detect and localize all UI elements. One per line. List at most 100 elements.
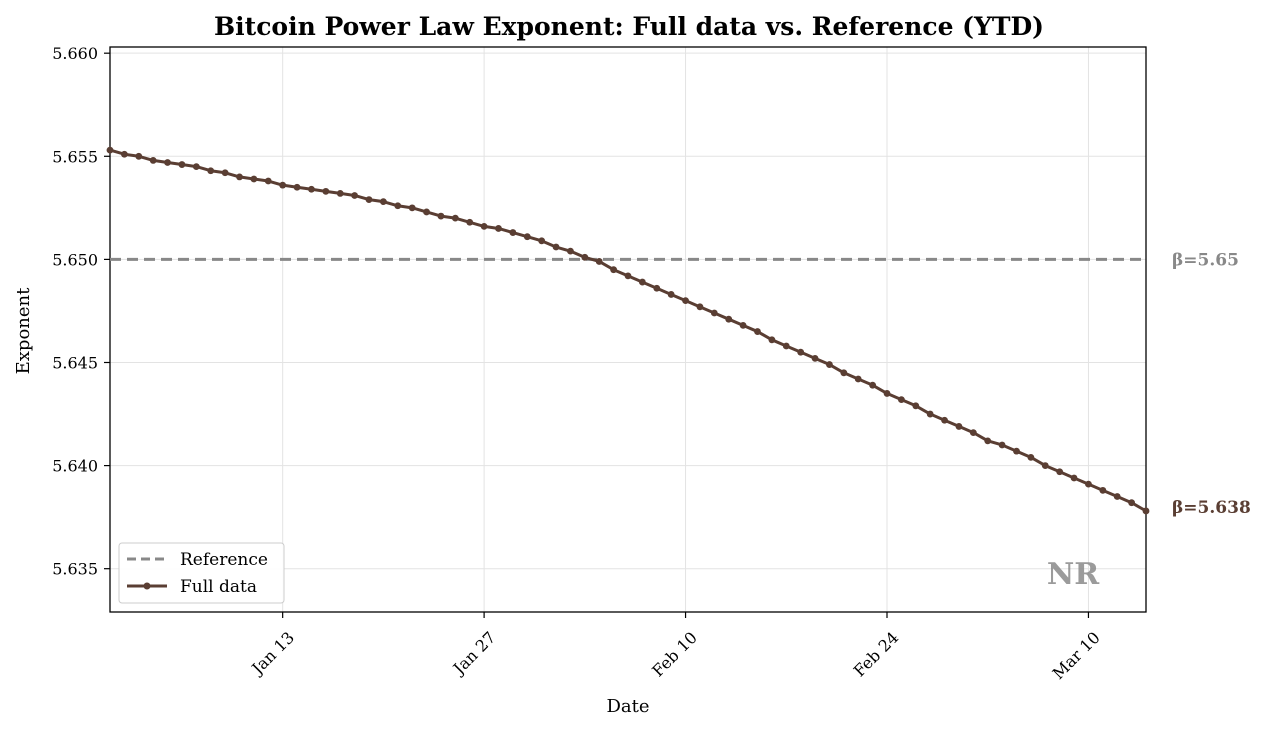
full-data-point	[725, 315, 733, 323]
full-data-point	[408, 204, 416, 212]
full-data-point	[1056, 468, 1064, 476]
x-tick-label: Feb 24	[850, 628, 903, 681]
full-data-point	[782, 342, 790, 350]
full-data-point	[567, 247, 574, 255]
full-data-point	[1142, 507, 1150, 515]
full-data-point	[423, 208, 430, 216]
y-tick-label: 5.635	[52, 560, 98, 579]
full-data-point	[293, 183, 301, 191]
full-data-point	[941, 416, 948, 424]
full-data-point	[538, 237, 546, 245]
legend: Reference Full data	[118, 542, 285, 604]
y-axis-label: Exponent	[13, 287, 34, 374]
full-data-point	[998, 441, 1006, 449]
full-data-point	[178, 161, 186, 168]
full-data-point	[480, 223, 488, 230]
full-data-point	[221, 169, 229, 177]
full-data-point	[926, 410, 934, 418]
full-data-point	[638, 278, 646, 286]
full-data-point	[379, 198, 387, 206]
full-data-point	[394, 202, 402, 210]
full-data-point	[523, 233, 531, 241]
full-data-point	[955, 423, 963, 430]
full-data-point	[969, 429, 977, 436]
legend-full-data-label: Full data	[180, 577, 257, 597]
x-tick-label: Jan 27	[448, 628, 499, 679]
full-data-point	[495, 225, 502, 232]
full-data-point	[739, 321, 747, 329]
full-data-line	[109, 148, 1147, 513]
full-data-point	[826, 361, 833, 368]
x-tick-label: Jan 13	[247, 628, 298, 679]
full-data-point	[135, 152, 143, 160]
full-data-point	[264, 177, 272, 185]
full-data-point	[250, 175, 258, 183]
full-data-point	[322, 187, 330, 195]
x-tick-label: Mar 10	[1049, 628, 1104, 683]
full-data-point	[1041, 462, 1049, 469]
x-axis-label: Date	[606, 696, 649, 717]
full-data-point	[653, 284, 661, 292]
full-data-point	[768, 336, 776, 344]
full-data-point	[466, 218, 474, 226]
y-tick-label: 5.645	[52, 353, 98, 372]
full-data-point	[149, 157, 157, 164]
full-data-point	[840, 369, 848, 377]
y-axis: 5.635 5.640 5.645 5.650 5.655 5.660	[52, 44, 110, 579]
x-axis: Jan 13 Jan 27 Feb 10 Feb 24 Mar 10	[247, 612, 1104, 683]
full-data-point	[682, 297, 689, 305]
full-data-point	[1085, 480, 1092, 488]
full-data-point	[308, 185, 315, 193]
full-data-point	[164, 159, 171, 166]
y-tick-label: 5.655	[52, 147, 98, 166]
full-data-point	[595, 258, 603, 265]
full-data-point	[451, 214, 459, 222]
beta-annotation: β=5.65	[1172, 250, 1239, 270]
full-data-point	[1113, 493, 1121, 500]
full-data-point	[897, 396, 905, 404]
full-data-point	[437, 212, 445, 220]
full-data-point	[552, 243, 560, 251]
grid	[110, 47, 1146, 612]
full-data-point	[106, 146, 114, 154]
watermark: NR	[1047, 557, 1100, 592]
full-data-point	[811, 354, 819, 362]
full-data-point	[624, 272, 632, 280]
legend-full-data-marker	[143, 582, 151, 590]
full-data-point	[710, 309, 718, 317]
plot-frame	[109, 46, 1147, 613]
full-data-point	[1013, 447, 1020, 455]
annotations: β=5.65 β=5.638	[1172, 250, 1251, 517]
full-data-point	[912, 402, 920, 410]
full-data-point	[797, 348, 805, 356]
full-data-point	[336, 190, 344, 197]
full-data-point	[984, 437, 992, 445]
full-data-point	[1128, 499, 1136, 507]
full-data-point	[754, 328, 761, 335]
y-tick-label: 5.650	[52, 250, 98, 269]
full-data-point	[667, 291, 675, 298]
full-data-point	[610, 266, 618, 274]
full-data-point	[120, 150, 128, 158]
full-data-point	[236, 173, 243, 181]
full-data-point	[1099, 486, 1107, 494]
full-data-point	[192, 163, 200, 171]
full-data-point	[883, 390, 891, 397]
legend-reference-label: Reference	[180, 550, 268, 570]
y-tick-label: 5.640	[52, 457, 98, 476]
full-data-point	[1027, 453, 1035, 461]
full-data-point	[365, 196, 373, 203]
series-layer	[106, 146, 1150, 515]
x-tick-label: Feb 10	[648, 628, 701, 681]
full-data-point	[351, 192, 359, 199]
full-data-point	[854, 375, 862, 383]
full-data-point	[207, 167, 215, 175]
chart-title: Bitcoin Power Law Exponent: Full data vs…	[214, 12, 1044, 41]
full-data-point	[696, 303, 704, 311]
full-data-point	[1070, 474, 1078, 482]
full-data-point	[279, 181, 287, 189]
beta-annotation: β=5.638	[1172, 498, 1251, 518]
y-tick-label: 5.660	[52, 44, 98, 63]
full-data-point	[509, 229, 517, 236]
